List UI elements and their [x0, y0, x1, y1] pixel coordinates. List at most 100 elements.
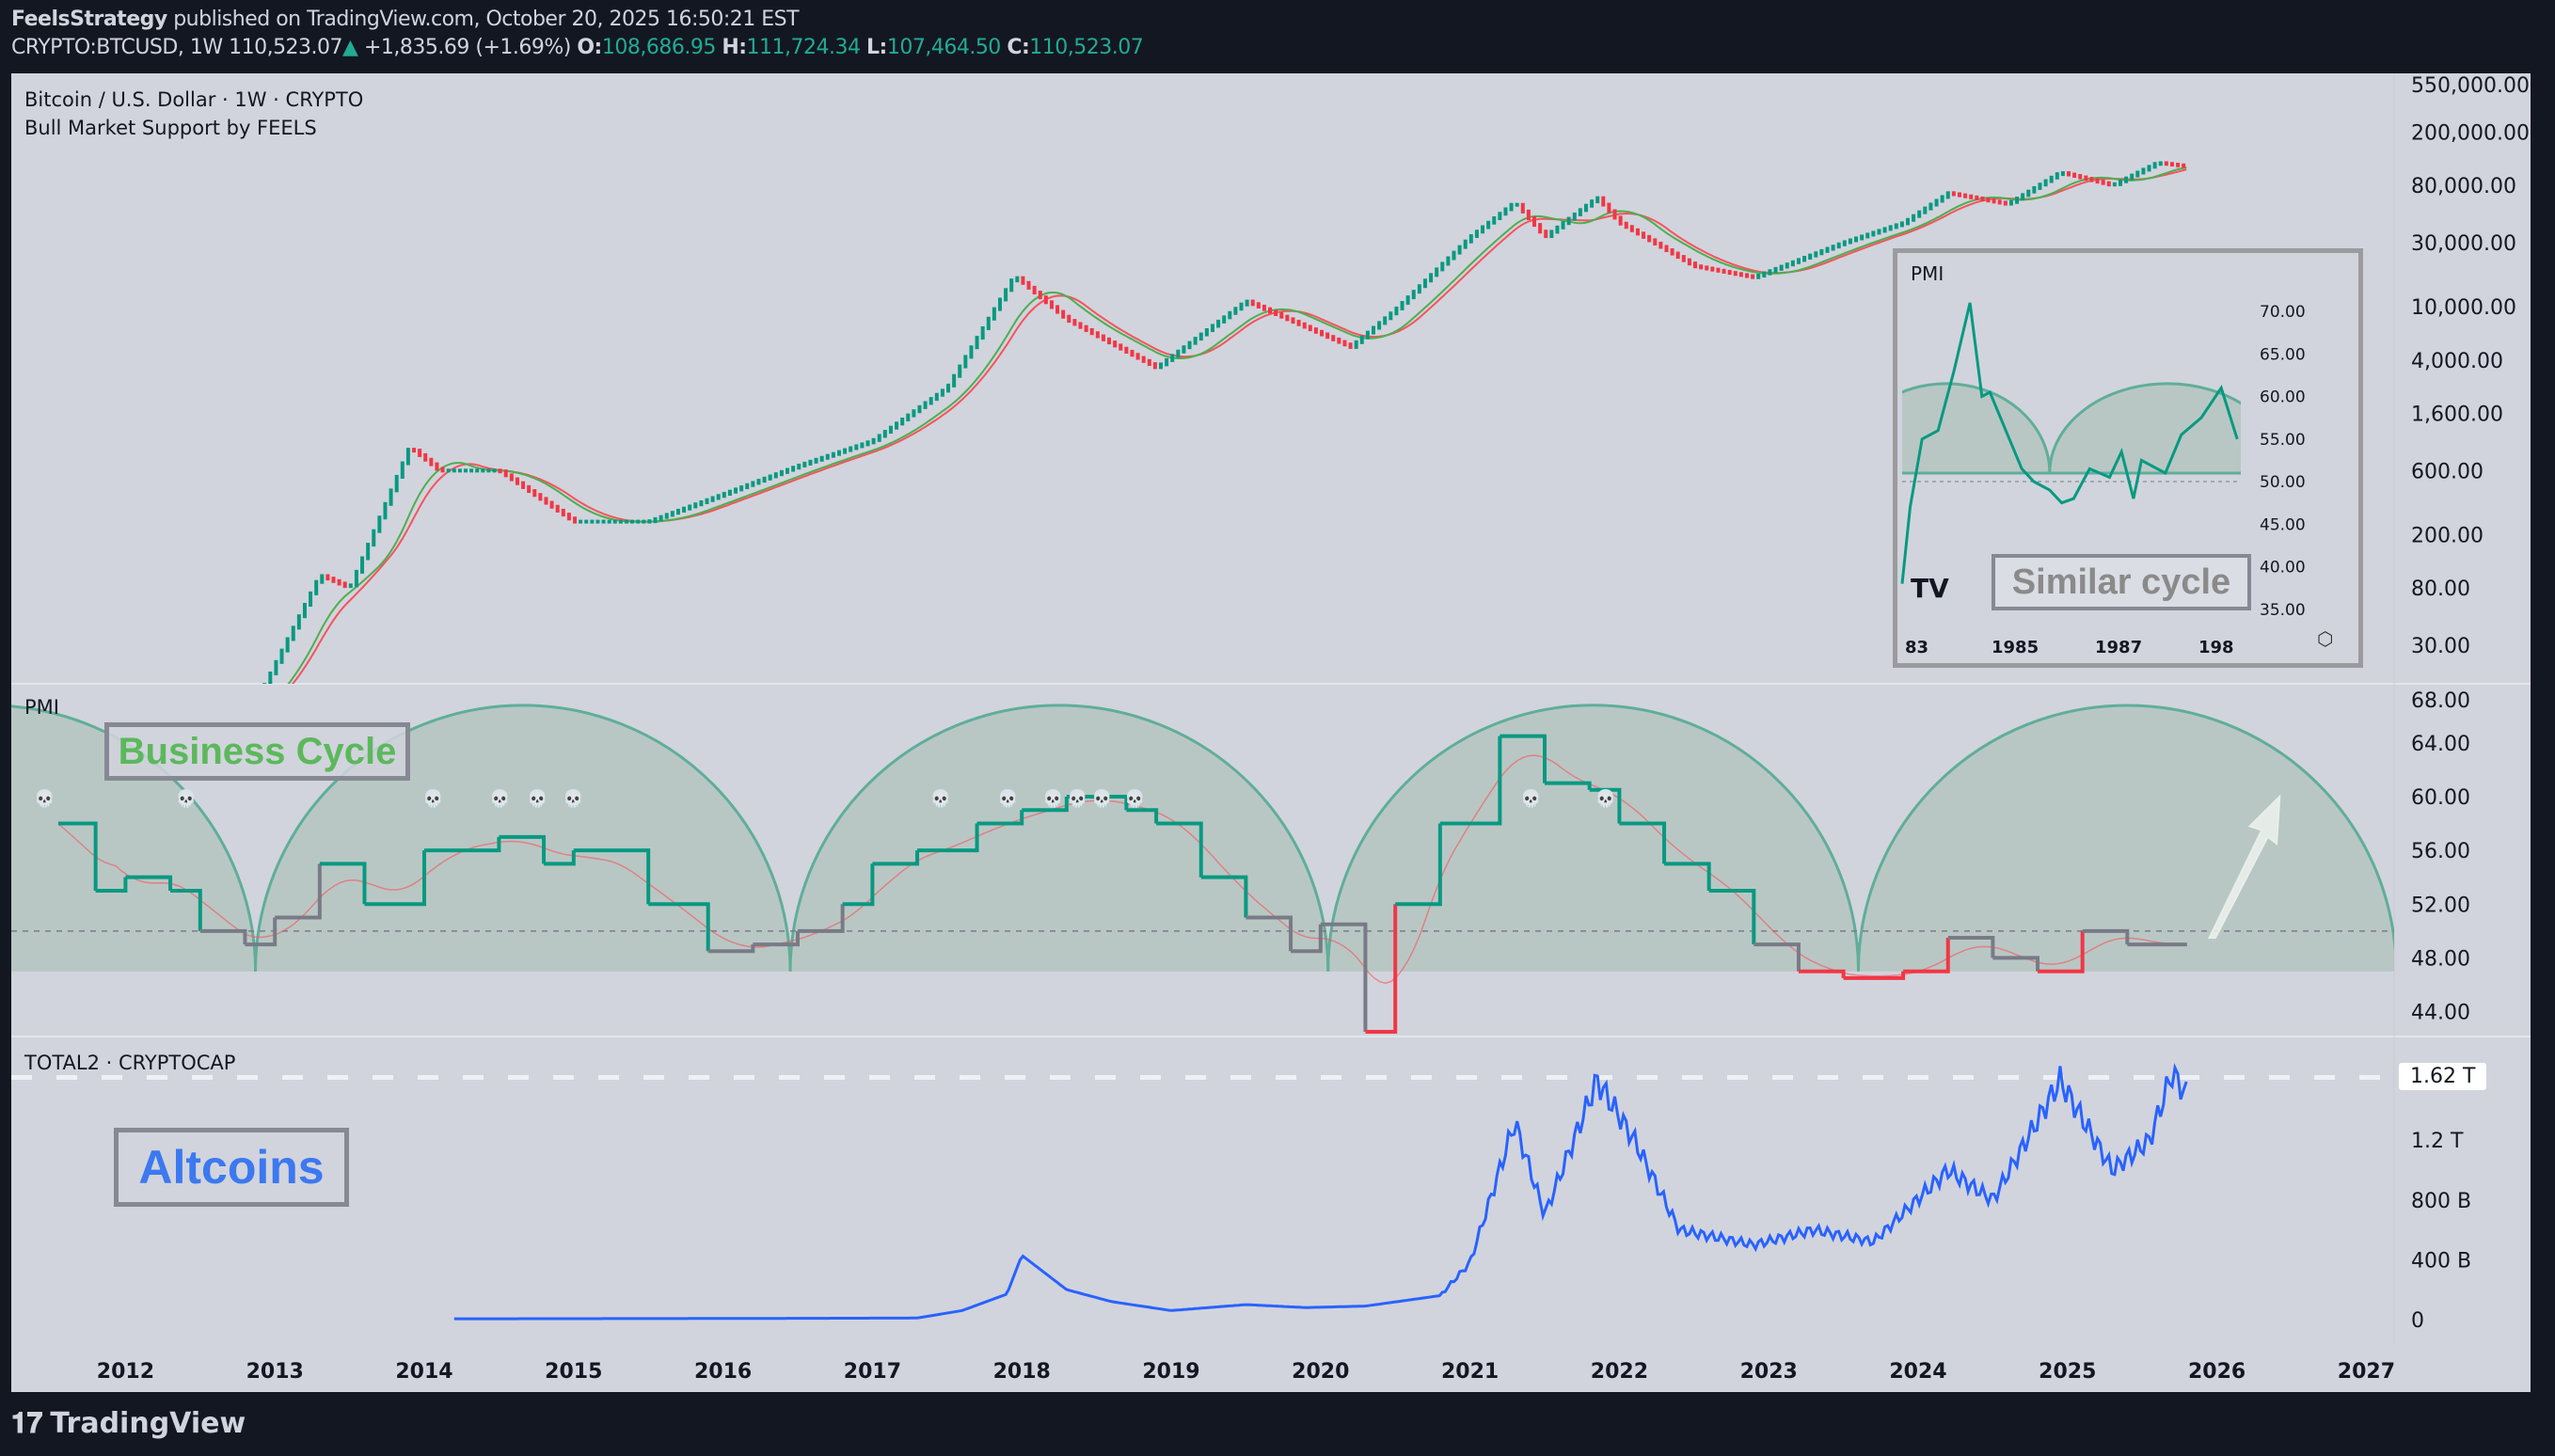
- pmi-line-segment: [1156, 821, 1203, 878]
- price-candle: [2084, 175, 2088, 182]
- price-candle: [1498, 212, 1502, 221]
- business-cycle-arc: [11, 704, 258, 972]
- price-candle: [808, 459, 813, 466]
- price-candle: [940, 388, 944, 397]
- price-candle: [1446, 256, 1451, 266]
- price-candle: [1831, 245, 1835, 251]
- price-candle: [1141, 356, 1146, 363]
- price-candle: [1371, 325, 1375, 335]
- price-candle: [1296, 320, 1301, 326]
- price-candle: [1934, 198, 1939, 207]
- pmi-axis-tick: 52.00: [2411, 894, 2470, 917]
- price-candle: [1394, 306, 1399, 316]
- business-cycle-fill: [11, 705, 256, 972]
- price-candle: [670, 511, 674, 517]
- price-candle: [366, 543, 371, 561]
- price-candle: [2182, 163, 2186, 168]
- time-axis-tick: 2015: [545, 1360, 602, 1384]
- price-candle: [309, 591, 313, 608]
- price-candle: [1566, 216, 1571, 226]
- pmi-line-segment: [245, 917, 278, 947]
- price-candle: [2112, 182, 2117, 187]
- indicator-title[interactable]: Bull Market Support by FEELS: [24, 117, 317, 139]
- price-candle: [1738, 272, 1743, 277]
- price-candle: [1733, 271, 1738, 277]
- price-candle: [986, 316, 991, 330]
- price-candle: [1084, 324, 1088, 332]
- price-candle: [1348, 342, 1353, 349]
- pmi-line-segment: [1500, 734, 1547, 783]
- price-candle: [1119, 343, 1123, 351]
- price-candle: [727, 489, 732, 497]
- price-candle: [630, 519, 635, 524]
- price-candle: [394, 474, 399, 493]
- price-candle: [1751, 274, 1755, 279]
- price-candle: [895, 421, 899, 430]
- price-candle: [1325, 332, 1330, 340]
- price-candle: [360, 556, 365, 574]
- time-axis-tick: 2023: [1740, 1360, 1798, 1384]
- price-candle: [527, 484, 532, 494]
- inset-pmi-line: [1900, 302, 2239, 584]
- price-candle: [831, 451, 835, 458]
- skull-icon: 💀: [1595, 788, 1616, 808]
- price-candle: [751, 481, 755, 487]
- price-candle: [1452, 250, 1456, 261]
- price-candle: [1038, 291, 1042, 300]
- price-candle: [1245, 299, 1249, 307]
- skull-icon: 💀: [997, 788, 1018, 808]
- price-candle: [928, 397, 933, 405]
- price-axis-tick: 200.00: [2411, 524, 2484, 547]
- author-name[interactable]: FeelsStrategy: [11, 8, 167, 31]
- business-cycle-arc: [788, 704, 1330, 972]
- skull-icon: 💀: [422, 788, 443, 808]
- price-candle: [1422, 278, 1427, 289]
- price-candle: [405, 448, 410, 466]
- time-axis-tick: 2012: [97, 1360, 154, 1384]
- altcoins-note[interactable]: Altcoins: [114, 1128, 349, 1207]
- price-candle: [1187, 340, 1192, 350]
- price-candle: [612, 519, 617, 524]
- price-candle: [2106, 181, 2111, 187]
- price-candle: [1429, 273, 1434, 283]
- price-candle: [1836, 242, 1841, 249]
- price-candle: [975, 336, 979, 350]
- price-candle: [1279, 312, 1284, 319]
- price-candle: [2164, 161, 2168, 166]
- price-candle: [1710, 266, 1715, 272]
- price-axis-tick: 30.00: [2411, 635, 2470, 658]
- business-cycle-note[interactable]: Business Cycle: [104, 722, 410, 781]
- price-candle: [1877, 229, 1881, 235]
- price-candle: [2124, 176, 2129, 183]
- price-candle: [1210, 324, 1214, 332]
- price-pane-title: Bitcoin / U.S. Dollar · 1W · CRYPTO: [24, 88, 364, 111]
- publish-info: FeelsStrategy published on TradingView.c…: [11, 8, 800, 31]
- price-candle: [682, 506, 687, 513]
- inset-x-tick: 1987: [2095, 638, 2142, 657]
- price-candle: [2032, 185, 2037, 194]
- price-candle: [871, 437, 876, 445]
- price-candle: [1193, 337, 1198, 345]
- price-candle: [1549, 229, 1554, 239]
- pmi-line-segment: [1843, 971, 1906, 980]
- price-axis-tick: 80,000.00: [2411, 175, 2516, 198]
- bull-support-ma-red: [291, 168, 2187, 684]
- price-candle: [469, 468, 474, 473]
- price-candle: [1262, 304, 1266, 311]
- price-candle: [1004, 288, 1008, 302]
- pmi-line-segment: [57, 821, 98, 891]
- tradingview-brand[interactable]: 𝟏𝟕 TradingView: [11, 1407, 246, 1440]
- pmi-line-segment: [1439, 736, 1502, 826]
- price-candle: [739, 485, 744, 492]
- price-candle: [1520, 202, 1525, 214]
- price-candle: [1653, 238, 1658, 245]
- price-candle: [1015, 276, 1020, 283]
- price-candle: [262, 683, 267, 684]
- price-candle: [1629, 225, 1634, 232]
- price-candle: [786, 467, 790, 474]
- inset-cycle-arc: [2048, 382, 2241, 475]
- price-candle: [1532, 216, 1537, 228]
- arrow-up-annotation-icon[interactable]: [2208, 794, 2281, 939]
- symbol: CRYPTO:BTCUSD, 1W: [11, 36, 223, 59]
